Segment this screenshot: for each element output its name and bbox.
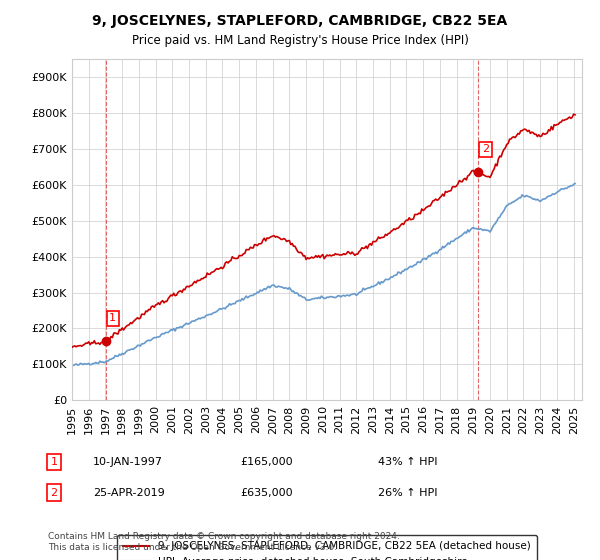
Text: Price paid vs. HM Land Registry's House Price Index (HPI): Price paid vs. HM Land Registry's House … <box>131 34 469 46</box>
Text: 10-JAN-1997: 10-JAN-1997 <box>93 457 163 467</box>
Text: 2: 2 <box>50 488 58 498</box>
Text: £635,000: £635,000 <box>240 488 293 498</box>
Text: 9, JOSCELYNES, STAPLEFORD, CAMBRIDGE, CB22 5EA: 9, JOSCELYNES, STAPLEFORD, CAMBRIDGE, CB… <box>92 14 508 28</box>
Text: 1: 1 <box>109 313 116 323</box>
Text: 2: 2 <box>482 144 489 155</box>
Legend: 9, JOSCELYNES, STAPLEFORD, CAMBRIDGE, CB22 5EA (detached house), HPI: Average pr: 9, JOSCELYNES, STAPLEFORD, CAMBRIDGE, CB… <box>117 535 537 560</box>
Text: Contains HM Land Registry data © Crown copyright and database right 2024.
This d: Contains HM Land Registry data © Crown c… <box>48 532 400 552</box>
Text: 1: 1 <box>50 457 58 467</box>
Text: 26% ↑ HPI: 26% ↑ HPI <box>378 488 437 498</box>
Text: 25-APR-2019: 25-APR-2019 <box>93 488 165 498</box>
Text: 43% ↑ HPI: 43% ↑ HPI <box>378 457 437 467</box>
Text: £165,000: £165,000 <box>240 457 293 467</box>
